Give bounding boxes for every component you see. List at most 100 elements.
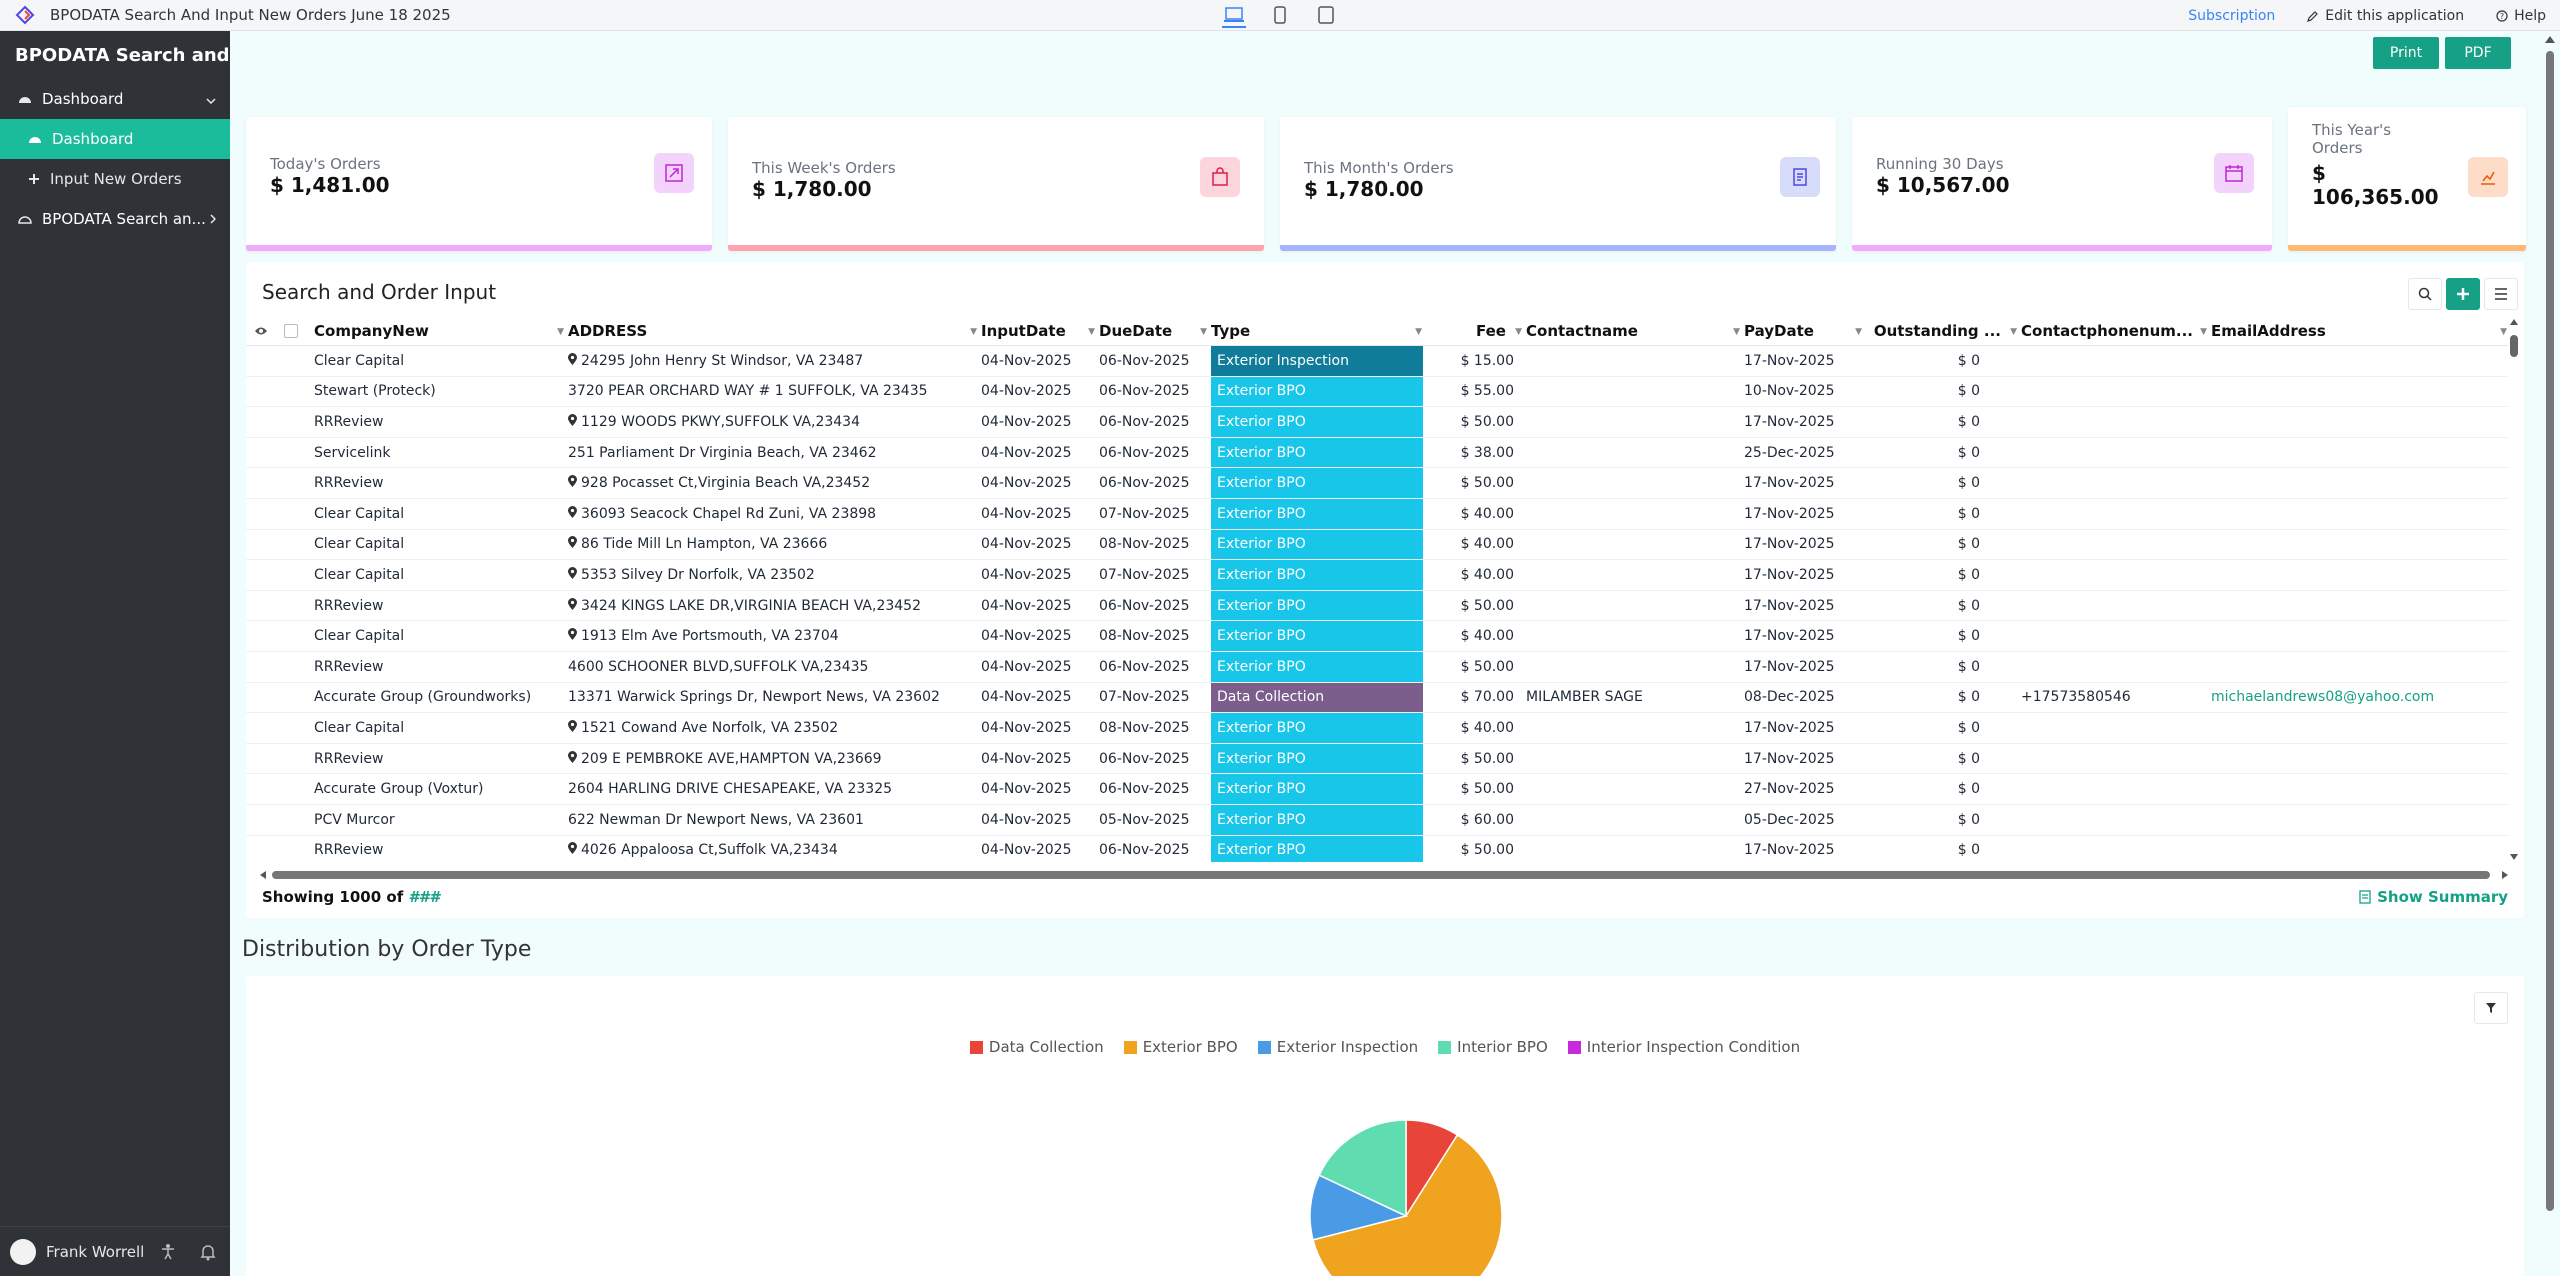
add-order-button[interactable] [2446,278,2480,310]
legend-item[interactable]: Interior Inspection Condition [1567,1038,1800,1056]
table-row[interactable]: Clear Capital 1913 Elm Ave Portsmouth, VA… [246,621,2508,652]
bell-icon[interactable] [200,1243,216,1265]
cell-input: 04-Nov-2025 [981,438,1086,468]
cell-email[interactable] [2211,805,2501,835]
cell-email[interactable]: michaelandrews08@yahoo.com [2211,683,2501,713]
cell-email[interactable] [2211,836,2501,862]
cell-email[interactable] [2211,346,2501,376]
sort-caret-icon[interactable]: ▼ [1088,327,1095,337]
cell-text: $ 40.00 [1460,628,1514,645]
cell-email[interactable] [2211,377,2501,407]
column-header-out[interactable]: Outstanding ... ▼ [1866,317,2021,345]
cell-email[interactable] [2211,438,2501,468]
eye-icon[interactable] [254,317,274,345]
cell-contact [1526,530,1731,560]
sidebar-item-bpodata-search[interactable]: BPODATA Search an... [0,199,230,239]
cell-email[interactable] [2211,744,2501,774]
column-header-address[interactable]: ADDRESS ▼ [568,317,981,345]
legend-item[interactable]: Data Collection [969,1038,1104,1056]
card-value: $ 1,780.00 [752,177,872,201]
sort-caret-icon[interactable]: ▼ [2010,327,2017,337]
tablet-view-icon[interactable] [1268,4,1292,28]
column-header-phone[interactable]: Contactphonenum... ▼ [2021,317,2211,345]
cell-email[interactable] [2211,652,2501,682]
cell-email[interactable] [2211,499,2501,529]
sidebar-item-dashboard[interactable]: Dashboard [0,119,230,159]
subscription-link[interactable]: Subscription [2188,7,2276,24]
cell-email[interactable] [2211,713,2501,743]
pdf-button[interactable]: PDF [2445,37,2511,69]
show-summary-link[interactable]: Show Summary [2359,888,2508,906]
table-row[interactable]: Clear Capital 24295 John Henry St Windsor… [246,346,2508,377]
legend-item[interactable]: Exterior Inspection [1257,1038,1418,1056]
table-row[interactable]: RRReview 1129 WOODS PKWY,SUFFOLK VA,23434… [246,407,2508,438]
cell-text: $ 0 [1957,352,1980,369]
cell-email[interactable] [2211,407,2501,437]
table-row[interactable]: Stewart (Proteck) 3720 PEAR ORCHARD WAY #… [246,376,2508,408]
table-row[interactable]: RRReview 4600 SCHOONER BLVD,SUFFOLK VA,23… [246,652,2508,683]
grid-vertical-scrollbar[interactable] [2508,317,2520,862]
table-row[interactable]: Accurate Group (Voxtur) 2604 HARLING DRIV… [246,774,2508,805]
app-logo-icon[interactable] [0,5,50,25]
filter-button[interactable] [2474,992,2508,1024]
column-header-company[interactable]: CompanyNew ▼ [314,317,568,345]
sort-caret-icon[interactable]: ▼ [1415,327,1422,337]
avatar[interactable] [10,1238,36,1265]
column-header-due[interactable]: DueDate ▼ [1099,317,1211,345]
search-button[interactable] [2408,278,2442,310]
sidebar-item-dashboard-group[interactable]: Dashboard [0,79,230,119]
sort-caret-icon[interactable]: ▼ [1855,327,1862,337]
menu-button[interactable] [2484,278,2518,310]
table-row[interactable]: Clear Capital 1521 Cowand Ave Norfolk, VA… [246,713,2508,744]
cell-email[interactable] [2211,774,2501,804]
sidebar-item-input-new-orders[interactable]: Input New Orders [0,159,230,199]
sort-caret-icon[interactable]: ▼ [970,327,977,337]
sort-caret-icon[interactable]: ▼ [1733,327,1740,337]
column-header-pay[interactable]: PayDate ▼ [1744,317,1866,345]
sidebar: BPODATA Search and I... Dashboard Dashbo… [0,31,230,1276]
column-header-contact[interactable]: Contactname ▼ [1526,317,1744,345]
cell-email[interactable] [2211,621,2501,651]
table-row[interactable]: RRReview 3424 KINGS LAKE DR,VIRGINIA BEAC… [246,590,2508,622]
sort-caret-icon[interactable]: ▼ [2200,327,2207,337]
table-row[interactable]: Servicelink 251 Parliament Dr Virginia Be… [246,437,2508,469]
column-header-input[interactable]: InputDate ▼ [981,317,1099,345]
legend-item[interactable]: Interior BPO [1438,1038,1548,1056]
help-link[interactable]: ? Help [2496,8,2546,24]
page-vertical-scrollbar[interactable] [2540,31,2560,1276]
cell-contact [1526,499,1731,529]
cell-email[interactable] [2211,530,2501,560]
grid-horizontal-scrollbar[interactable] [246,866,2524,884]
cell-email[interactable] [2211,591,2501,621]
select-all-checkbox[interactable] [284,317,304,345]
table-row[interactable]: Clear Capital 5353 Silvey Dr Norfolk, VA … [246,560,2508,591]
table-row[interactable]: Clear Capital 86 Tide Mill Ln Hampton, VA… [246,529,2508,561]
cell-email[interactable] [2211,560,2501,590]
cell-email[interactable] [2211,468,2501,498]
legend-item[interactable]: Exterior BPO [1123,1038,1238,1056]
sort-caret-icon[interactable]: ▼ [557,327,564,337]
mobile-view-icon[interactable] [1314,4,1338,28]
table-row[interactable]: Accurate Group (Groundworks) 13371 Warwic… [246,682,2508,714]
table-row[interactable]: PCV Murcor 622 Newman Dr Newport News, VA… [246,805,2508,836]
table-row[interactable]: RRReview 928 Pocasset Ct,Virginia Beach V… [246,468,2508,499]
laptop-view-icon[interactable] [1222,4,1246,28]
sort-caret-icon[interactable]: ▼ [1515,327,1522,337]
pie-slice[interactable] [1312,1133,1503,1276]
print-button[interactable]: Print [2373,37,2439,69]
edit-application-link[interactable]: Edit this application [2307,8,2464,24]
cell-input: 04-Nov-2025 [981,836,1086,862]
accessibility-icon[interactable] [160,1243,176,1265]
column-header-email[interactable]: EmailAddress ▼ [2211,317,2511,345]
pie-slice[interactable] [1309,1174,1409,1241]
legend-swatch [1257,1040,1271,1054]
column-header-type[interactable]: Type ▼ [1211,317,1426,345]
table-row[interactable]: RRReview 4026 Appaloosa Ct,Suffolk VA,234… [246,835,2508,862]
pie-slice[interactable] [1318,1119,1407,1218]
sort-caret-icon[interactable]: ▼ [2500,327,2507,337]
column-header-fee[interactable]: Fee ▼ [1426,317,1526,345]
table-row[interactable]: Clear Capital 36093 Seacock Chapel Rd Zun… [246,499,2508,530]
table-row[interactable]: RRReview 209 E PEMBROKE AVE,HAMPTON VA,23… [246,743,2508,775]
sort-caret-icon[interactable]: ▼ [1200,327,1207,337]
user-name[interactable]: Frank Worrell [46,1242,145,1261]
